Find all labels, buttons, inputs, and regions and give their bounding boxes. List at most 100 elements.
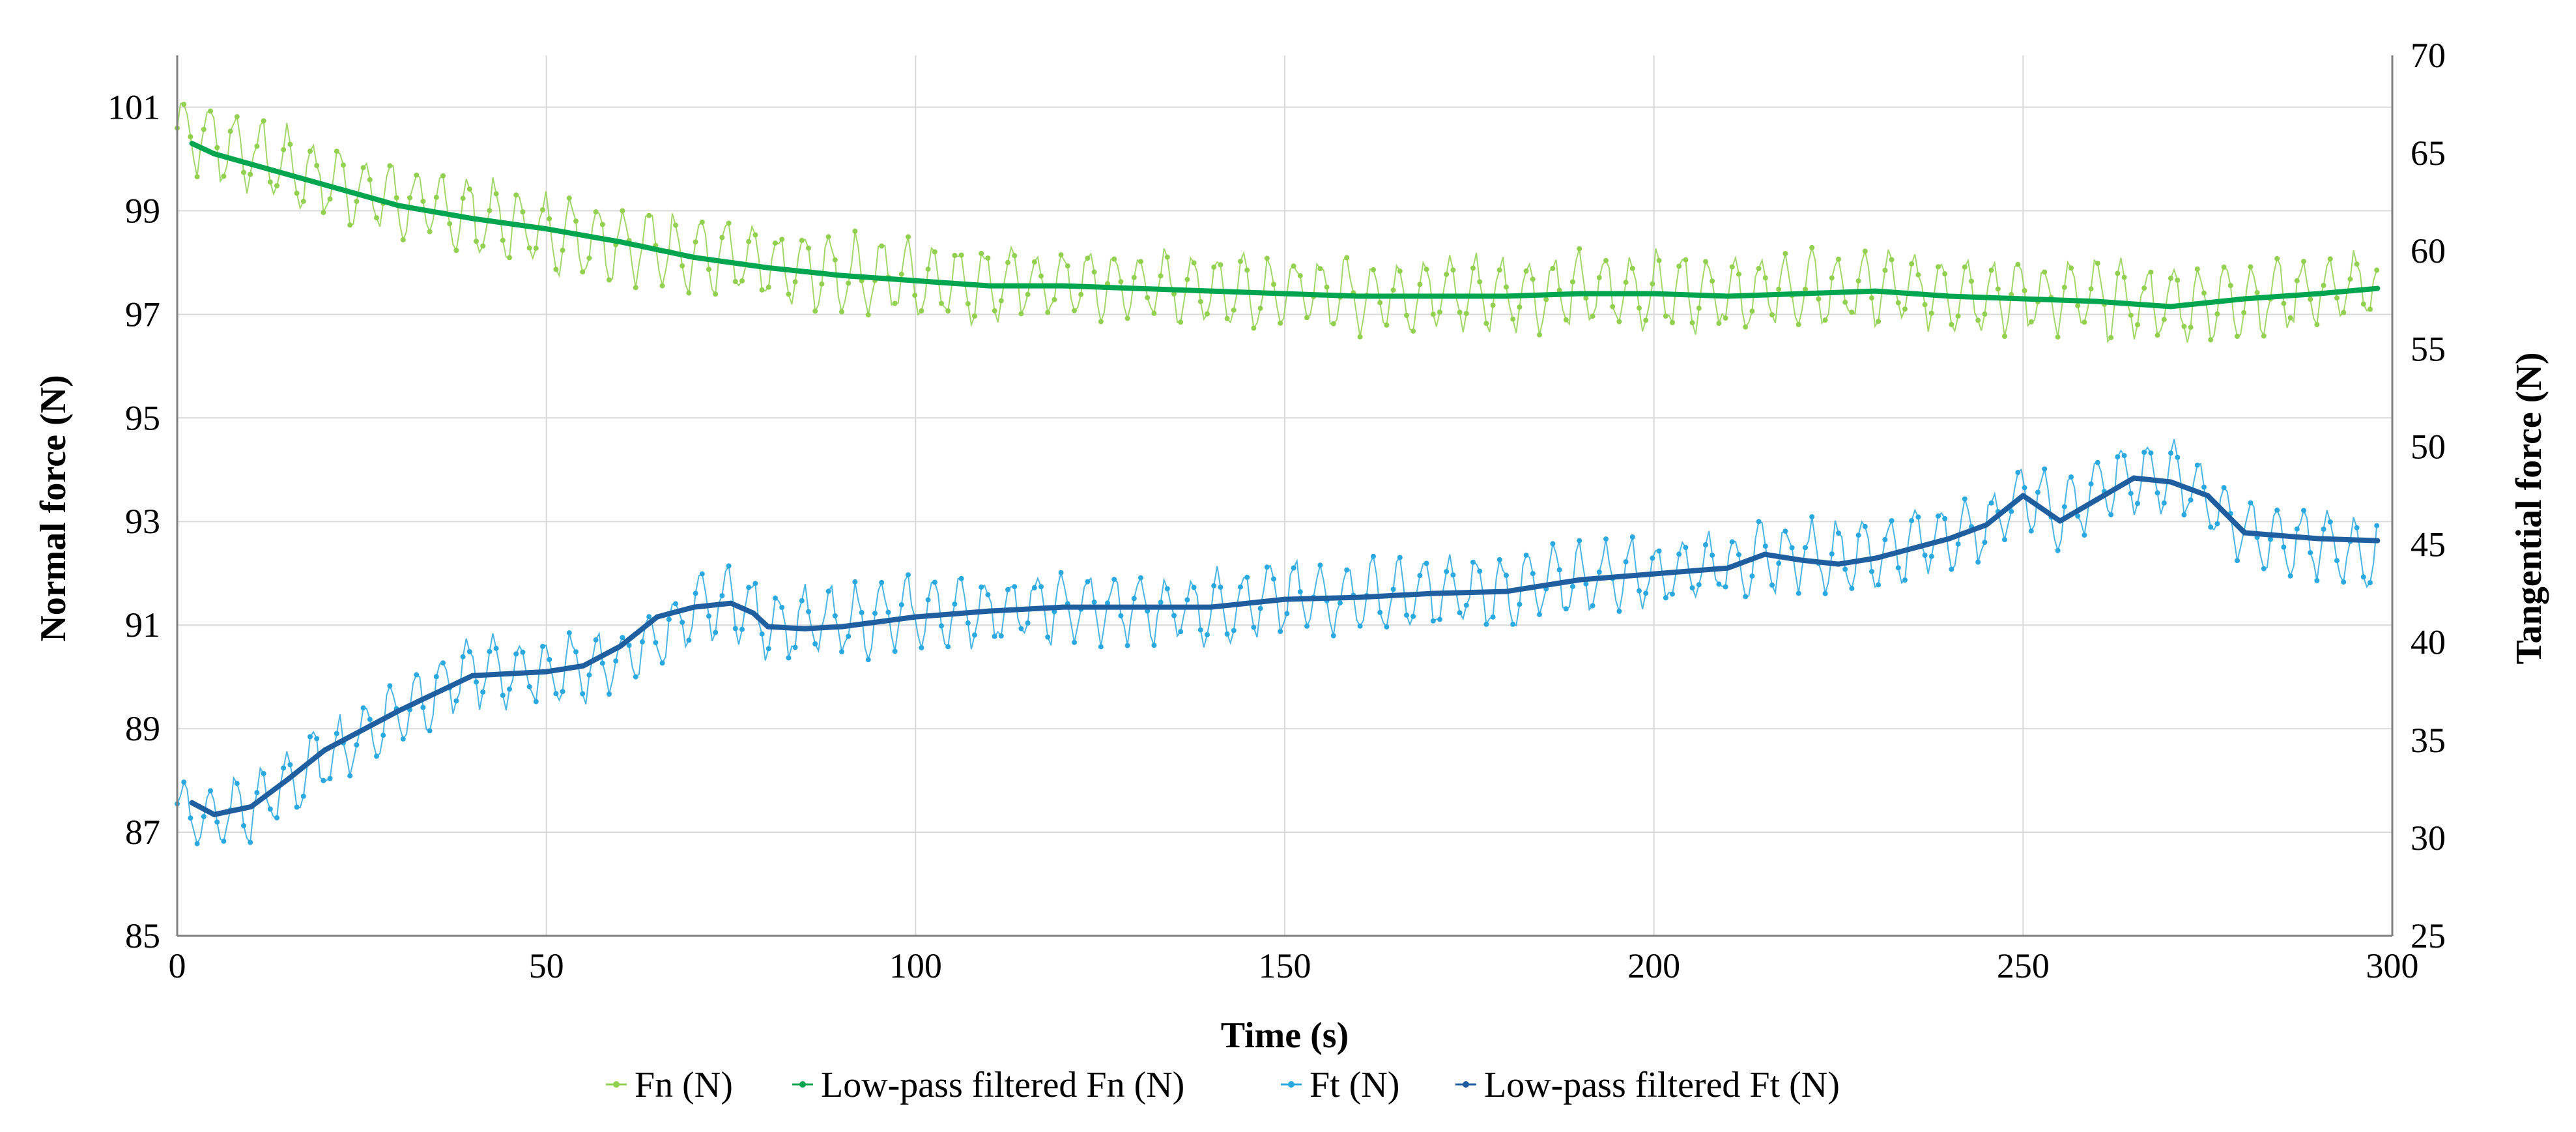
series-4-point xyxy=(248,804,254,809)
series-1-point xyxy=(912,293,918,298)
series-3-point xyxy=(1928,553,1934,559)
series-1-point xyxy=(1158,273,1164,279)
series-3-point xyxy=(1012,584,1018,590)
legend-item-ft: Ft (N) xyxy=(1281,1065,1399,1105)
series-4-point xyxy=(2205,493,2211,499)
series-1-point xyxy=(1876,319,1882,325)
series-1-point xyxy=(586,255,592,261)
series-1-point xyxy=(792,279,798,285)
series-4-point xyxy=(1356,594,1362,600)
y-tick-label-right-4: 45 xyxy=(2411,525,2446,564)
series-1-point xyxy=(2075,302,2081,308)
series-3-point xyxy=(732,626,738,631)
series-1-point xyxy=(1470,265,1476,271)
y-tick-label-left-6: 97 xyxy=(125,295,160,334)
series-3-point xyxy=(2088,481,2094,487)
series-1-point xyxy=(2321,283,2326,288)
series-1-point xyxy=(208,108,213,114)
series-3-point xyxy=(493,645,499,651)
series-3-point xyxy=(1922,553,1928,558)
series-1-point xyxy=(1829,275,1835,281)
series-3-point xyxy=(1749,573,1755,579)
series-3-point xyxy=(1072,639,1077,645)
series-3-point xyxy=(2061,504,2067,510)
series-2-point xyxy=(986,283,992,289)
series-1-point xyxy=(985,255,991,261)
series-1-point xyxy=(659,283,665,289)
series-3-point xyxy=(1623,559,1629,564)
series-3-point xyxy=(1530,571,1536,577)
series-1-point xyxy=(832,257,838,263)
series-4-point xyxy=(1429,590,1435,596)
series-1-point xyxy=(194,174,200,180)
series-1-point xyxy=(1205,311,1210,317)
y-tick-label-right-7: 60 xyxy=(2411,231,2446,270)
series-1-point xyxy=(1271,282,1276,287)
series-2-point xyxy=(322,182,328,188)
series-1-point xyxy=(1085,255,1091,261)
series-3-point xyxy=(214,819,220,825)
series-3-point xyxy=(965,620,971,626)
series-3-point xyxy=(799,598,805,603)
series-3-point xyxy=(1782,529,1788,534)
series-1-point xyxy=(1417,282,1423,287)
series-2-point xyxy=(2315,291,2321,297)
series-3-point xyxy=(1238,584,1243,590)
series-3-point xyxy=(2015,470,2021,475)
series-1-point xyxy=(2248,264,2254,270)
series-2-point xyxy=(2242,296,2248,302)
series-3-point xyxy=(1762,544,1768,549)
series-1-point xyxy=(2154,332,2160,338)
series-3-point xyxy=(739,626,745,632)
series-1-point xyxy=(1762,275,1768,281)
series-2-point xyxy=(1356,293,1362,299)
series-3-point xyxy=(2108,512,2114,517)
series-1-point xyxy=(533,245,539,251)
series-3-point xyxy=(540,643,545,649)
series-3-point xyxy=(1736,552,1741,558)
series-3-point xyxy=(773,595,778,601)
series-3-point xyxy=(852,579,858,585)
series-1-point xyxy=(1091,269,1097,275)
series-3-point xyxy=(626,643,632,648)
series-3-point xyxy=(2248,500,2254,506)
series-1-point xyxy=(1637,305,1642,311)
series-1-point xyxy=(852,228,858,234)
series-3-point xyxy=(1769,582,1775,588)
series-3-point xyxy=(2287,573,2293,579)
series-3-point xyxy=(2308,550,2313,556)
y-tick-label-left-5: 95 xyxy=(125,398,160,437)
series-3-point xyxy=(1031,585,1037,590)
series-1-point xyxy=(2294,278,2300,283)
series-1-point xyxy=(181,102,187,108)
series-1-point xyxy=(599,222,605,227)
series-3-point xyxy=(2168,450,2173,456)
series-1-point xyxy=(1197,298,1203,304)
series-1-point xyxy=(367,177,373,182)
legend-item-filtered-ft: Low-pass filtered Ft (N) xyxy=(1455,1065,1840,1105)
series-3-point xyxy=(1224,631,1230,637)
series-3-point xyxy=(1637,588,1642,594)
series-3-point xyxy=(500,692,506,698)
legend-item-fn: Fn (N) xyxy=(606,1065,733,1105)
series-3-point xyxy=(1005,587,1010,592)
series-3-point xyxy=(2175,454,2181,460)
series-2-point xyxy=(1872,288,1878,294)
series-1-point xyxy=(1477,279,1483,285)
series-3-point xyxy=(188,815,193,821)
series-3-point xyxy=(533,699,539,704)
series-3-point xyxy=(1025,620,1031,626)
series-3-point xyxy=(453,698,459,704)
series-3-point xyxy=(2009,508,2014,514)
y-tick-label-left-7: 99 xyxy=(125,191,160,230)
series-3-point xyxy=(1410,613,1416,619)
series-1-point xyxy=(1517,304,1523,310)
series-3-point xyxy=(2115,454,2121,459)
series-1-point xyxy=(1410,328,1416,334)
series-4-point xyxy=(1504,588,1509,594)
series-3-point xyxy=(2374,523,2380,529)
x-tick-label-1: 50 xyxy=(529,946,564,985)
y-tick-label-right-9: 70 xyxy=(2411,36,2446,75)
series-3-point xyxy=(806,609,811,615)
